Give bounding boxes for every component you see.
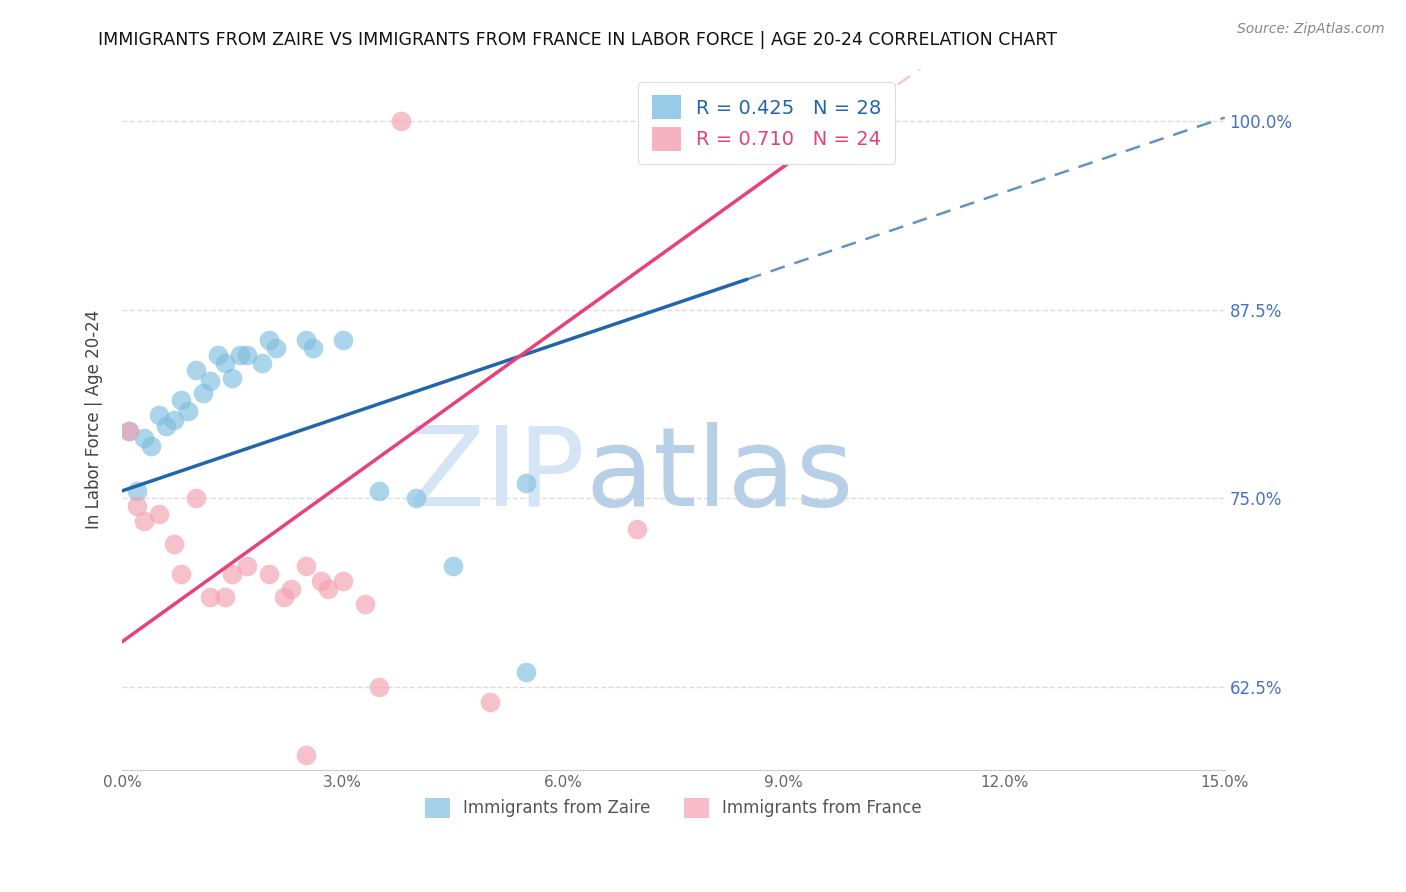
Text: Source: ZipAtlas.com: Source: ZipAtlas.com	[1237, 22, 1385, 37]
Point	[125, 499, 148, 513]
Point	[184, 491, 207, 506]
Point	[250, 356, 273, 370]
Point	[155, 419, 177, 434]
Point	[302, 341, 325, 355]
Point	[191, 385, 214, 400]
Point	[441, 559, 464, 574]
Point	[389, 114, 412, 128]
Point	[368, 483, 391, 498]
Point	[132, 514, 155, 528]
Point	[148, 409, 170, 423]
Point	[309, 574, 332, 589]
Point	[162, 537, 184, 551]
Text: ZIP: ZIP	[409, 422, 585, 529]
Point	[214, 356, 236, 370]
Point	[295, 333, 318, 347]
Point	[295, 747, 318, 762]
Point	[148, 507, 170, 521]
Point	[207, 348, 229, 362]
Point	[236, 559, 259, 574]
Point	[236, 348, 259, 362]
Point	[405, 491, 427, 506]
Point	[214, 590, 236, 604]
Point	[316, 582, 339, 596]
Point	[515, 665, 537, 679]
Y-axis label: In Labor Force | Age 20-24: In Labor Force | Age 20-24	[86, 310, 103, 529]
Point	[162, 413, 184, 427]
Point	[332, 333, 354, 347]
Legend: Immigrants from Zaire, Immigrants from France: Immigrants from Zaire, Immigrants from F…	[418, 791, 928, 825]
Point	[141, 439, 163, 453]
Point	[221, 566, 243, 581]
Point	[295, 559, 318, 574]
Point	[280, 582, 302, 596]
Point	[200, 590, 222, 604]
Point	[200, 374, 222, 388]
Point	[353, 597, 375, 611]
Point	[266, 341, 288, 355]
Point	[257, 333, 280, 347]
Point	[118, 424, 141, 438]
Point	[170, 566, 193, 581]
Point	[177, 404, 200, 418]
Point	[170, 393, 193, 408]
Point	[478, 695, 501, 709]
Point	[228, 348, 250, 362]
Text: atlas: atlas	[585, 422, 853, 529]
Point	[184, 363, 207, 377]
Point	[332, 574, 354, 589]
Point	[118, 424, 141, 438]
Point	[257, 566, 280, 581]
Point	[368, 680, 391, 694]
Text: IMMIGRANTS FROM ZAIRE VS IMMIGRANTS FROM FRANCE IN LABOR FORCE | AGE 20-24 CORRE: IMMIGRANTS FROM ZAIRE VS IMMIGRANTS FROM…	[98, 31, 1057, 49]
Point	[273, 590, 295, 604]
Point	[515, 476, 537, 491]
Point	[221, 371, 243, 385]
Point	[626, 522, 648, 536]
Point	[125, 483, 148, 498]
Point	[132, 431, 155, 445]
